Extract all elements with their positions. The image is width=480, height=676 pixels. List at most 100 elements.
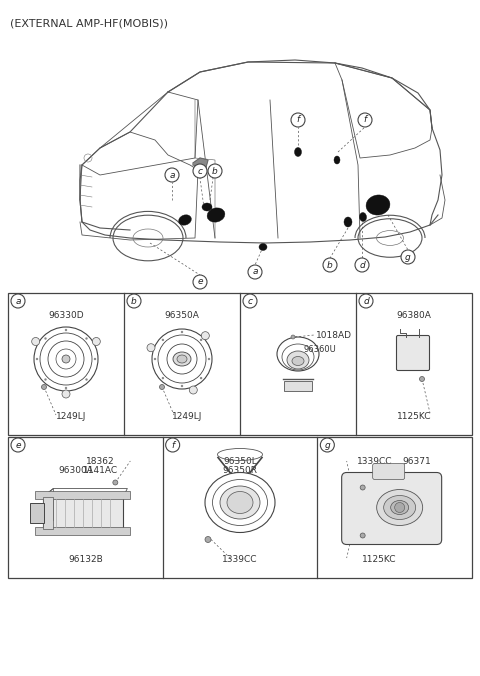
Circle shape xyxy=(200,339,202,341)
Ellipse shape xyxy=(334,156,340,164)
Circle shape xyxy=(11,438,25,452)
Text: 96371: 96371 xyxy=(402,457,431,466)
Circle shape xyxy=(92,337,100,345)
Circle shape xyxy=(243,294,257,308)
Text: 1249LJ: 1249LJ xyxy=(172,412,202,421)
Text: 1339CC: 1339CC xyxy=(222,555,258,564)
Text: 1125KC: 1125KC xyxy=(362,555,397,564)
Ellipse shape xyxy=(259,243,267,251)
Circle shape xyxy=(32,337,40,345)
Circle shape xyxy=(181,331,183,333)
Text: (EXTERNAL AMP-HF(MOBIS)): (EXTERNAL AMP-HF(MOBIS)) xyxy=(10,18,168,28)
Circle shape xyxy=(358,113,372,127)
Text: 18362: 18362 xyxy=(86,457,115,466)
Text: 96132B: 96132B xyxy=(68,555,103,564)
Circle shape xyxy=(62,390,70,398)
Ellipse shape xyxy=(177,355,187,363)
Circle shape xyxy=(355,258,369,272)
Text: e: e xyxy=(15,441,21,450)
Circle shape xyxy=(44,337,47,340)
FancyBboxPatch shape xyxy=(372,464,405,479)
Circle shape xyxy=(65,387,67,389)
Circle shape xyxy=(359,294,373,308)
Circle shape xyxy=(291,113,305,127)
Polygon shape xyxy=(193,158,208,167)
Circle shape xyxy=(85,337,88,340)
Text: 96300A: 96300A xyxy=(58,466,93,475)
Text: d: d xyxy=(359,260,365,270)
Circle shape xyxy=(154,358,156,360)
Text: 96350R: 96350R xyxy=(223,466,257,475)
Circle shape xyxy=(205,537,211,543)
Circle shape xyxy=(113,480,118,485)
Ellipse shape xyxy=(202,203,212,211)
Text: b: b xyxy=(212,166,218,176)
Circle shape xyxy=(395,502,405,512)
Ellipse shape xyxy=(366,195,390,215)
Bar xyxy=(284,381,312,391)
Text: 1339CC: 1339CC xyxy=(357,457,393,466)
Circle shape xyxy=(420,377,424,381)
Circle shape xyxy=(193,164,207,178)
Text: 96350L: 96350L xyxy=(223,457,257,466)
Ellipse shape xyxy=(220,486,260,519)
Ellipse shape xyxy=(344,217,352,227)
Circle shape xyxy=(65,329,67,331)
Ellipse shape xyxy=(227,491,253,514)
Text: g: g xyxy=(324,441,330,450)
Circle shape xyxy=(36,358,38,360)
Circle shape xyxy=(181,385,183,387)
Text: f: f xyxy=(297,116,300,124)
Circle shape xyxy=(401,250,415,264)
Circle shape xyxy=(360,485,365,490)
Ellipse shape xyxy=(377,489,423,525)
Text: e: e xyxy=(197,278,203,287)
Text: 96360U: 96360U xyxy=(303,345,336,354)
Text: a: a xyxy=(15,297,21,306)
Circle shape xyxy=(291,335,295,339)
Circle shape xyxy=(162,377,164,379)
Circle shape xyxy=(44,379,47,381)
Text: 96350A: 96350A xyxy=(165,311,199,320)
Circle shape xyxy=(62,355,70,363)
Circle shape xyxy=(159,385,165,389)
Bar xyxy=(8,437,472,578)
Circle shape xyxy=(41,385,47,389)
Circle shape xyxy=(208,358,210,360)
Ellipse shape xyxy=(360,212,367,222)
Ellipse shape xyxy=(384,496,416,519)
Text: f: f xyxy=(363,116,367,124)
Text: 96380A: 96380A xyxy=(396,311,432,320)
Bar xyxy=(43,496,53,529)
Circle shape xyxy=(166,438,180,452)
Text: c: c xyxy=(197,166,203,176)
Bar xyxy=(8,293,472,435)
Circle shape xyxy=(94,358,96,360)
Text: b: b xyxy=(131,297,137,306)
Ellipse shape xyxy=(292,356,304,366)
Circle shape xyxy=(360,533,365,538)
Circle shape xyxy=(162,339,164,341)
FancyBboxPatch shape xyxy=(396,335,430,370)
FancyBboxPatch shape xyxy=(342,473,442,544)
Text: g: g xyxy=(405,253,411,262)
Circle shape xyxy=(208,164,222,178)
Bar xyxy=(36,491,131,498)
Circle shape xyxy=(320,438,335,452)
Bar xyxy=(43,496,123,529)
Text: 1141AC: 1141AC xyxy=(83,466,118,475)
Circle shape xyxy=(11,294,25,308)
Circle shape xyxy=(200,377,202,379)
Text: 96330D: 96330D xyxy=(48,311,84,320)
Text: f: f xyxy=(171,441,174,450)
Bar xyxy=(30,502,44,523)
Ellipse shape xyxy=(173,352,191,366)
Text: 1018AD: 1018AD xyxy=(316,331,352,339)
Circle shape xyxy=(193,275,207,289)
Text: a: a xyxy=(169,170,175,180)
Text: a: a xyxy=(252,268,258,276)
Bar xyxy=(36,527,131,535)
Text: c: c xyxy=(248,297,252,306)
Circle shape xyxy=(147,343,155,352)
Text: 1125KC: 1125KC xyxy=(397,412,431,421)
